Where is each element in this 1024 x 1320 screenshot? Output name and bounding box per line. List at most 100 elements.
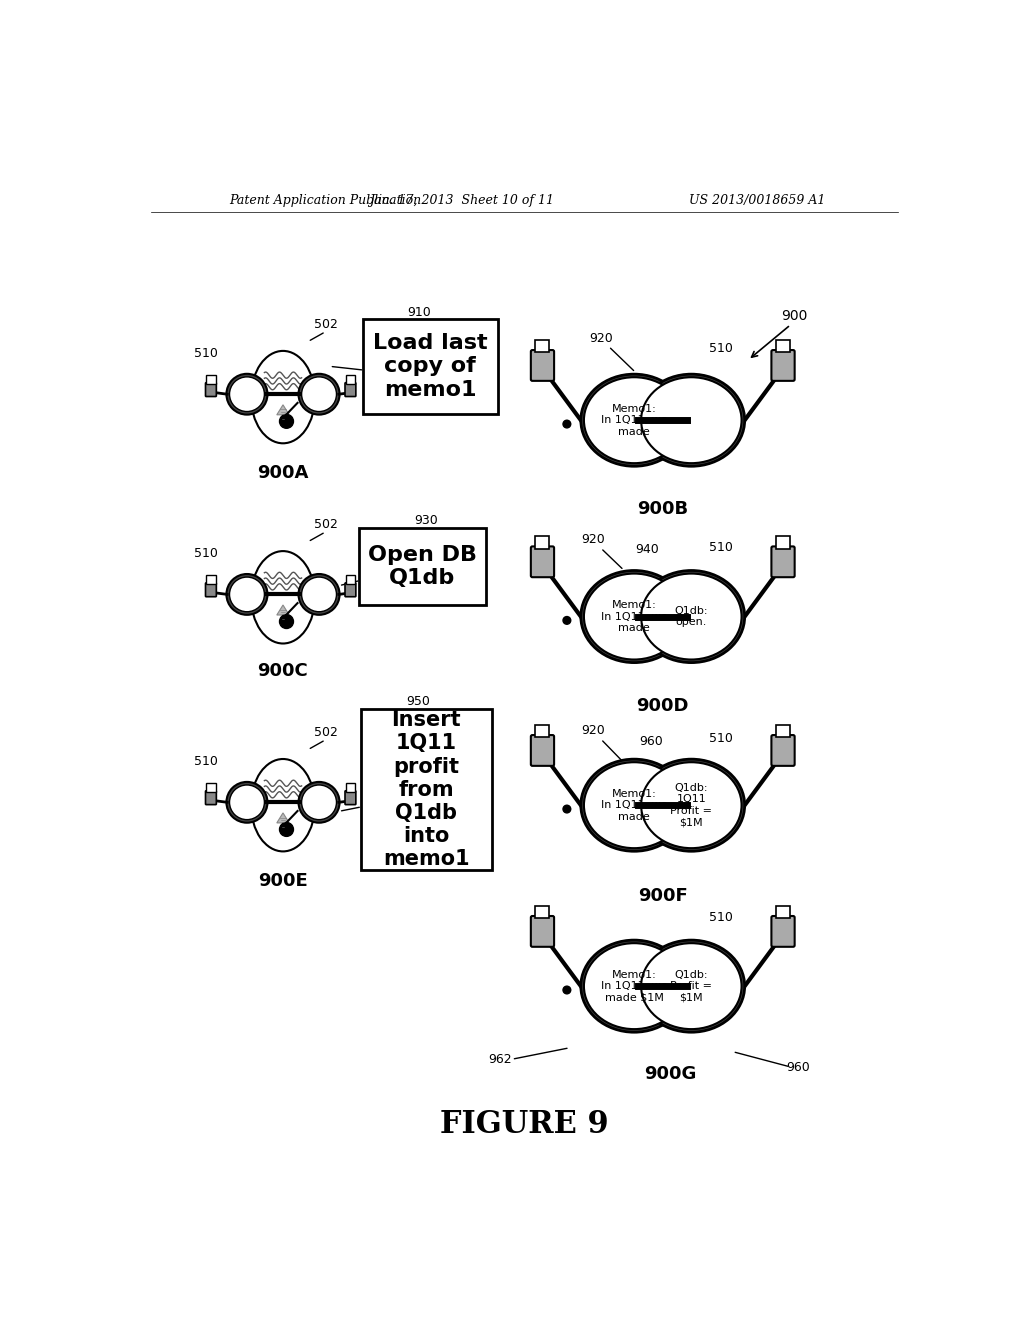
Circle shape (226, 781, 267, 822)
Text: Q1db:
open.: Q1db: open. (675, 606, 709, 627)
Text: FIGURE 9: FIGURE 9 (440, 1109, 609, 1140)
Text: Q1db:
Profit =
$1M: Q1db: Profit = $1M (671, 970, 713, 1003)
Text: 510: 510 (709, 342, 733, 355)
Text: 510: 510 (194, 548, 217, 560)
Circle shape (302, 785, 337, 820)
Text: 960: 960 (639, 735, 663, 748)
Ellipse shape (584, 378, 684, 463)
Ellipse shape (638, 759, 744, 851)
Ellipse shape (581, 570, 687, 663)
Text: 920: 920 (582, 725, 605, 738)
Text: 940: 940 (635, 543, 659, 556)
Text: US 2013/0018659 A1: US 2013/0018659 A1 (689, 194, 825, 207)
Circle shape (299, 781, 340, 822)
Text: Open DB
Q1db: Open DB Q1db (368, 545, 477, 589)
FancyBboxPatch shape (530, 735, 554, 766)
Text: 960: 960 (786, 1061, 810, 1074)
Text: Q1db:
1Q11
Profit =
$1M: Q1db: 1Q11 Profit = $1M (671, 783, 713, 828)
Circle shape (226, 574, 267, 615)
FancyBboxPatch shape (536, 536, 550, 549)
Text: 900A: 900A (257, 463, 308, 482)
FancyBboxPatch shape (345, 383, 356, 396)
Text: 900B: 900B (637, 500, 688, 519)
Ellipse shape (638, 940, 744, 1032)
Circle shape (563, 805, 570, 813)
Text: Patent Application Publication: Patent Application Publication (228, 194, 421, 207)
FancyBboxPatch shape (359, 528, 486, 605)
FancyBboxPatch shape (771, 916, 795, 946)
Ellipse shape (641, 378, 741, 463)
Text: 900F: 900F (638, 887, 688, 906)
FancyBboxPatch shape (206, 375, 216, 384)
Polygon shape (276, 605, 289, 615)
Circle shape (563, 616, 570, 624)
FancyBboxPatch shape (346, 783, 355, 792)
FancyBboxPatch shape (206, 576, 216, 585)
Text: 920: 920 (582, 533, 605, 546)
Ellipse shape (251, 759, 315, 851)
Circle shape (229, 785, 264, 820)
Text: 950: 950 (407, 696, 430, 708)
FancyBboxPatch shape (776, 906, 790, 919)
Text: 900C: 900C (258, 661, 308, 680)
Text: 900D: 900D (637, 697, 689, 715)
Circle shape (563, 986, 570, 994)
Ellipse shape (584, 944, 684, 1030)
Text: Jan. 17, 2013  Sheet 10 of 11: Jan. 17, 2013 Sheet 10 of 11 (369, 194, 554, 207)
FancyBboxPatch shape (776, 725, 790, 738)
Text: 510: 510 (194, 755, 217, 768)
Text: 962: 962 (488, 1053, 512, 1067)
FancyBboxPatch shape (346, 375, 355, 384)
Ellipse shape (638, 374, 744, 466)
Text: 502: 502 (313, 517, 338, 531)
Circle shape (280, 615, 294, 628)
Text: Memo1:
In 1Q11, we
made $1M: Memo1: In 1Q11, we made $1M (601, 970, 668, 1003)
Text: 502: 502 (313, 726, 338, 739)
Circle shape (229, 577, 264, 611)
FancyBboxPatch shape (771, 546, 795, 577)
FancyBboxPatch shape (536, 725, 550, 738)
FancyBboxPatch shape (206, 783, 216, 792)
Ellipse shape (581, 940, 687, 1032)
FancyBboxPatch shape (776, 536, 790, 549)
FancyBboxPatch shape (771, 735, 795, 766)
FancyBboxPatch shape (206, 383, 216, 396)
Text: 930: 930 (415, 515, 438, 527)
Text: 920: 920 (589, 331, 612, 345)
Text: 900G: 900G (644, 1064, 696, 1082)
Text: Load last
copy of
memo1: Load last copy of memo1 (373, 333, 487, 400)
Ellipse shape (641, 944, 741, 1030)
Circle shape (299, 574, 340, 615)
Circle shape (226, 374, 267, 414)
FancyBboxPatch shape (345, 583, 356, 597)
Ellipse shape (581, 759, 687, 851)
Text: 502: 502 (313, 318, 338, 331)
Text: Memo1:
In 1Q11, we
made: Memo1: In 1Q11, we made (601, 404, 668, 437)
Text: 510: 510 (709, 911, 733, 924)
Ellipse shape (251, 351, 315, 444)
Ellipse shape (638, 570, 744, 663)
Circle shape (229, 378, 264, 412)
FancyBboxPatch shape (530, 350, 554, 381)
FancyBboxPatch shape (771, 350, 795, 381)
Circle shape (280, 414, 294, 428)
FancyBboxPatch shape (776, 341, 790, 352)
Ellipse shape (641, 574, 741, 660)
Text: 510: 510 (709, 733, 733, 744)
FancyBboxPatch shape (206, 791, 216, 805)
Text: 900E: 900E (258, 873, 308, 890)
Circle shape (302, 577, 337, 611)
Text: Memo1:
In 1Q11, we
made: Memo1: In 1Q11, we made (601, 601, 668, 634)
Text: 900: 900 (781, 309, 808, 323)
FancyBboxPatch shape (530, 546, 554, 577)
Text: 910: 910 (407, 306, 430, 319)
Circle shape (280, 822, 294, 837)
Ellipse shape (581, 374, 687, 466)
FancyBboxPatch shape (530, 916, 554, 946)
Text: Insert
1Q11
profit
from
Q1db
into
memo1: Insert 1Q11 profit from Q1db into memo1 (383, 710, 470, 870)
Ellipse shape (251, 552, 315, 644)
FancyBboxPatch shape (536, 906, 550, 919)
Text: 510: 510 (709, 541, 733, 554)
Text: Memo1:
In 1Q11, we
made: Memo1: In 1Q11, we made (601, 788, 668, 822)
Ellipse shape (584, 574, 684, 660)
